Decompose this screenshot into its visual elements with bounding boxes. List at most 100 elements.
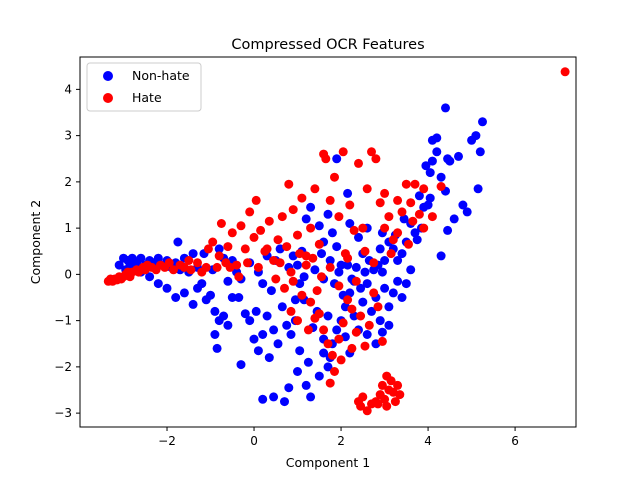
data-point: [386, 249, 396, 259]
data-point: [336, 355, 346, 365]
data-point: [388, 288, 398, 298]
x-tick-label: 2: [337, 434, 345, 448]
data-point: [432, 133, 442, 143]
data-point: [249, 232, 259, 242]
chart-title: Compressed OCR Features: [231, 37, 424, 53]
data-point: [362, 184, 372, 194]
data-point: [264, 216, 274, 226]
data-point: [162, 283, 172, 293]
data-point: [223, 276, 233, 286]
data-point: [375, 198, 385, 208]
x-tick-label: 6: [511, 434, 519, 448]
data-point: [303, 325, 313, 335]
data-point: [349, 311, 359, 321]
data-point: [325, 256, 335, 265]
data-point: [266, 286, 276, 296]
data-point: [303, 357, 313, 367]
data-point: [432, 147, 442, 157]
data-point: [395, 390, 405, 400]
data-point: [286, 306, 296, 316]
data-point: [253, 262, 263, 272]
data-point: [360, 267, 370, 277]
data-point: [412, 235, 422, 245]
data-point: [153, 279, 163, 289]
data-point: [219, 311, 229, 321]
x-axis-label: Component 1: [286, 455, 371, 470]
data-point: [284, 383, 294, 393]
plot-frame: [79, 56, 577, 428]
data-point: [223, 320, 233, 330]
legend-label-hate: Hate: [132, 90, 162, 105]
legend-label-non-hate: Non-hate: [132, 68, 190, 83]
data-point: [312, 286, 322, 296]
data-point: [560, 67, 570, 77]
data-point: [423, 200, 433, 210]
data-point: [377, 327, 387, 337]
data-point: [288, 276, 298, 286]
data-point: [179, 288, 189, 298]
data-point: [351, 276, 361, 286]
data-point: [377, 267, 387, 277]
data-point: [369, 288, 379, 298]
data-point: [393, 276, 403, 286]
data-point: [334, 267, 344, 277]
data-point: [214, 244, 224, 254]
data-point: [314, 371, 324, 381]
data-point: [236, 221, 246, 231]
x-tick-label: −2: [158, 434, 176, 448]
data-point: [269, 325, 279, 335]
data-point: [356, 283, 366, 293]
data-point: [362, 330, 372, 339]
data-point: [201, 262, 211, 272]
data-point: [240, 309, 250, 319]
data-point: [360, 246, 370, 256]
data-point: [380, 283, 390, 293]
data-point: [314, 239, 324, 249]
data-point: [462, 207, 472, 217]
data-point: [251, 195, 261, 205]
data-point: [338, 318, 348, 328]
data-point: [404, 239, 413, 249]
data-point: [362, 406, 372, 416]
data-point: [410, 179, 420, 189]
data-point: [375, 316, 385, 326]
data-point: [325, 378, 335, 388]
data-point: [393, 256, 403, 265]
data-point: [210, 330, 220, 339]
data-point: [334, 334, 344, 344]
data-point: [249, 334, 259, 344]
data-point: [306, 392, 316, 402]
data-point: [349, 225, 359, 235]
data-point: [203, 244, 213, 254]
data-point: [206, 290, 215, 300]
data-point: [354, 232, 363, 242]
data-point: [397, 249, 407, 259]
data-point: [399, 214, 409, 224]
y-tick-label: 0: [64, 267, 72, 281]
data-point: [360, 341, 370, 351]
data-point: [258, 394, 268, 404]
data-point: [264, 353, 274, 363]
data-point: [384, 320, 394, 330]
x-axis-ticks: −2 0 2 4 6: [158, 427, 519, 448]
data-point: [397, 293, 407, 302]
data-point: [332, 154, 342, 164]
data-point: [347, 304, 357, 314]
data-point: [401, 179, 411, 189]
data-point: [275, 258, 285, 268]
data-point: [393, 195, 403, 205]
data-point: [478, 117, 487, 127]
data-point: [358, 392, 368, 402]
data-point: [384, 302, 394, 312]
data-point: [319, 348, 329, 358]
data-point: [367, 306, 376, 316]
data-point: [377, 380, 387, 390]
series-hate: [103, 67, 570, 416]
data-point: [297, 290, 307, 300]
data-point: [293, 367, 302, 376]
data-point: [271, 274, 281, 284]
data-point: [269, 392, 279, 402]
data-point: [306, 297, 316, 307]
data-point: [293, 316, 302, 326]
